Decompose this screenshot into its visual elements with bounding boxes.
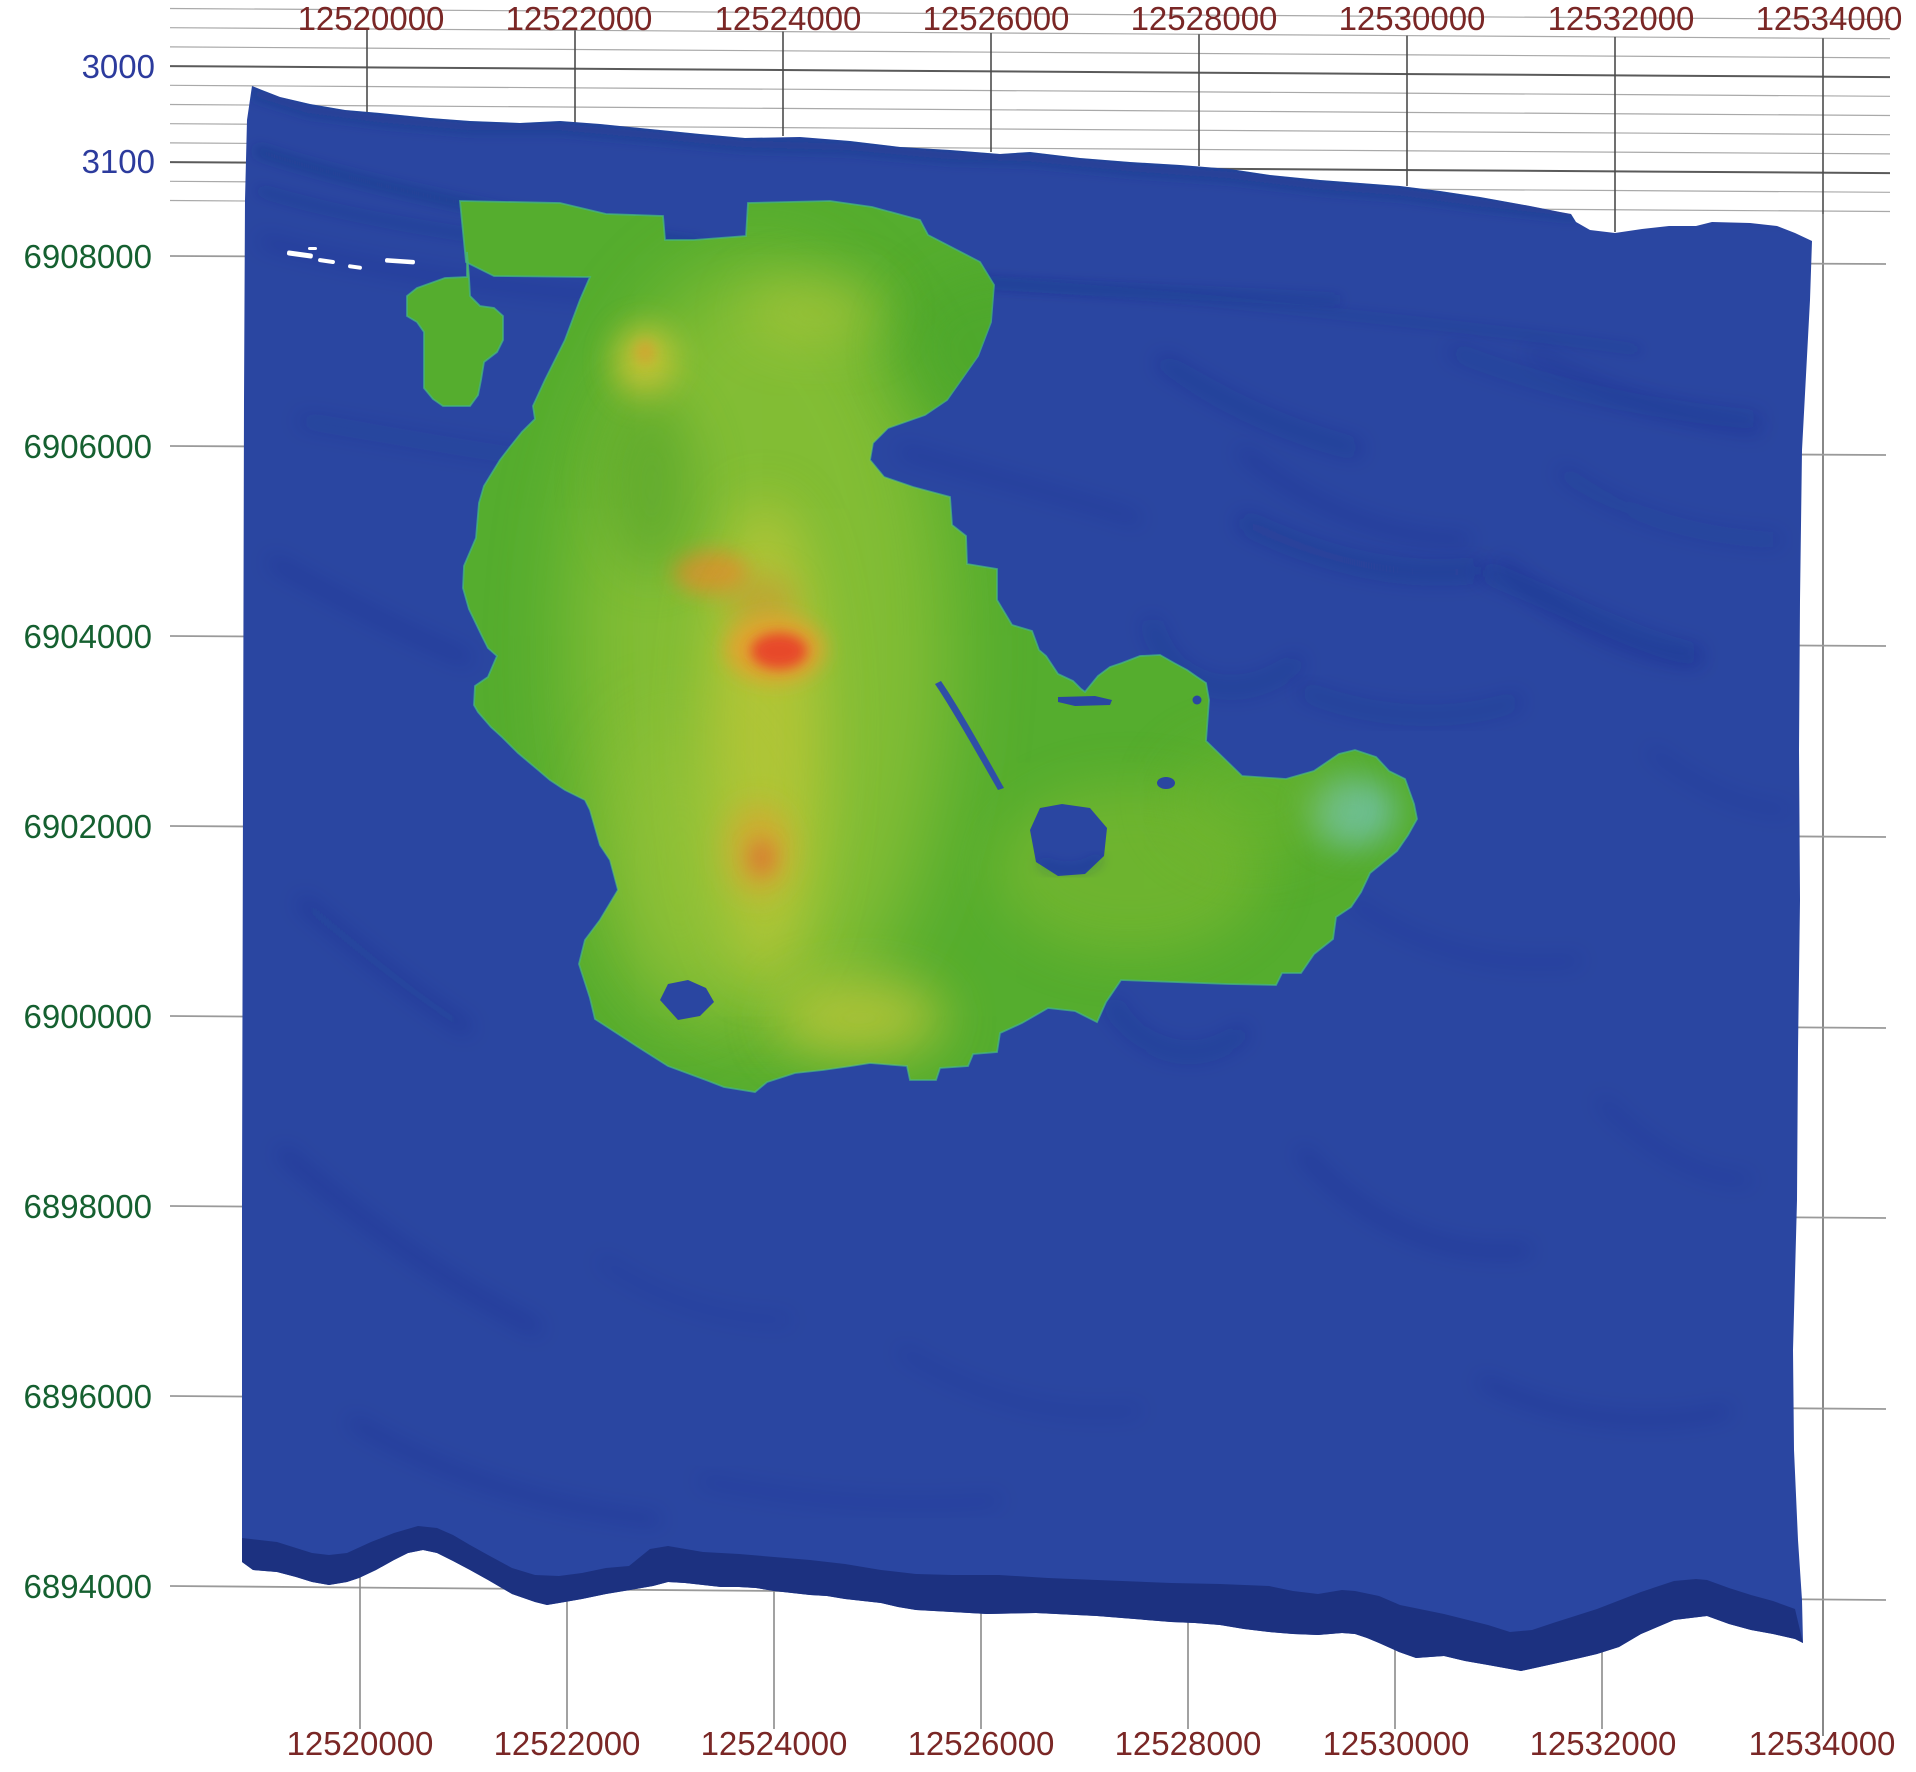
svg-text:12522000: 12522000 xyxy=(494,1725,641,1762)
svg-text:6900000: 6900000 xyxy=(24,998,152,1035)
svg-text:12530000: 12530000 xyxy=(1323,1725,1470,1762)
svg-text:6904000: 6904000 xyxy=(24,618,152,655)
svg-text:12526000: 12526000 xyxy=(923,0,1070,37)
svg-text:6902000: 6902000 xyxy=(24,808,152,845)
svg-text:12528000: 12528000 xyxy=(1115,1725,1262,1762)
svg-text:12532000: 12532000 xyxy=(1530,1725,1677,1762)
svg-text:12526000: 12526000 xyxy=(908,1725,1055,1762)
svg-text:12534000: 12534000 xyxy=(1749,1725,1896,1762)
svg-text:6906000: 6906000 xyxy=(24,428,152,465)
svg-text:12520000: 12520000 xyxy=(298,0,445,37)
svg-text:6896000: 6896000 xyxy=(24,1378,152,1415)
svg-text:6894000: 6894000 xyxy=(24,1568,152,1605)
svg-text:6908000: 6908000 xyxy=(24,238,152,275)
svg-text:12524000: 12524000 xyxy=(701,1725,848,1762)
svg-text:6898000: 6898000 xyxy=(24,1188,152,1225)
svg-text:12532000: 12532000 xyxy=(1548,0,1695,37)
svg-text:12534000: 12534000 xyxy=(1756,0,1903,37)
svg-text:12524000: 12524000 xyxy=(715,0,862,37)
svg-text:3100: 3100 xyxy=(82,143,155,180)
svg-text:12528000: 12528000 xyxy=(1131,0,1278,37)
svg-text:3000: 3000 xyxy=(82,48,155,85)
svg-text:12530000: 12530000 xyxy=(1339,0,1486,37)
svg-text:12522000: 12522000 xyxy=(506,0,653,37)
svg-text:12520000: 12520000 xyxy=(287,1725,434,1762)
